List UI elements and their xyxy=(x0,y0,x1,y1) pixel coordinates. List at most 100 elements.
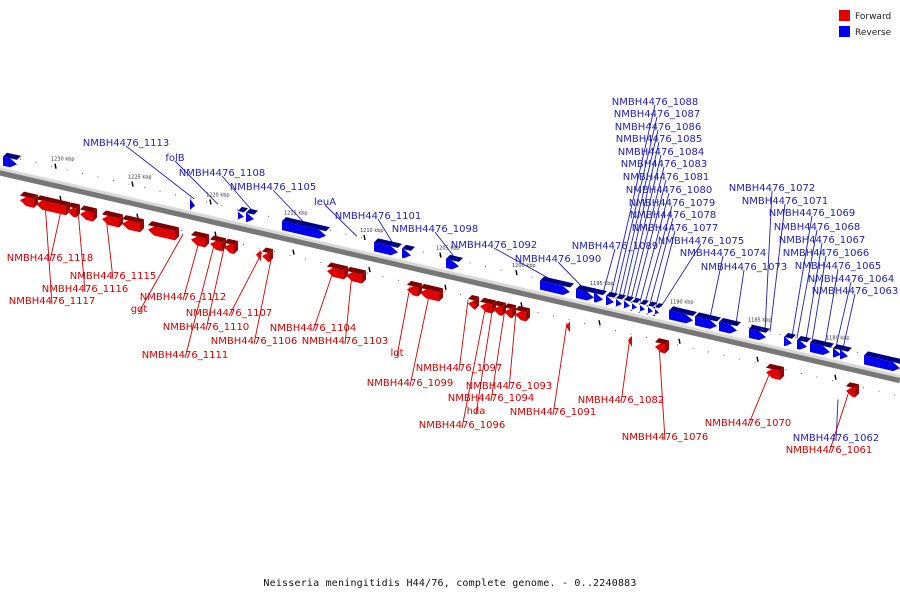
reverse-gene-label[interactable]: NMBH4476_1069 xyxy=(769,208,855,219)
reverse-gene-feature[interactable] xyxy=(606,291,618,306)
forward-gene-feature[interactable] xyxy=(480,297,496,314)
forward-gene-feature[interactable] xyxy=(67,202,80,218)
reverse-gene-label[interactable]: NMBH4476_1065 xyxy=(795,261,881,272)
reverse-gene-label[interactable]: NMBH4476_1077 xyxy=(632,223,718,234)
reverse-gene-label[interactable]: NMBH4476_1087 xyxy=(614,109,700,120)
forward-gene-label[interactable]: NMBH4476_1096 xyxy=(419,420,505,431)
reverse-gene-feature[interactable] xyxy=(446,254,463,270)
forward-gene-feature[interactable] xyxy=(493,300,506,316)
forward-gene-label[interactable]: NMBH4476_1082 xyxy=(578,395,664,406)
reverse-gene-feature[interactable] xyxy=(638,299,649,313)
forward-gene-label[interactable]: NMBH4476_1070 xyxy=(705,418,791,429)
forward-gene-label[interactable]: NMBH4476_1116 xyxy=(42,284,128,295)
reverse-gene-label[interactable]: NMBH4476_1092 xyxy=(451,240,537,251)
forward-gene-feature[interactable] xyxy=(80,205,97,222)
reverse-gene-label[interactable]: NMBH4476_1071 xyxy=(742,196,828,207)
reverse-gene-label[interactable]: leuA xyxy=(314,197,336,208)
forward-gene-feature[interactable] xyxy=(102,210,123,228)
forward-gene-feature[interactable] xyxy=(628,335,632,347)
forward-gene-label[interactable]: NMBH4476_1061 xyxy=(786,445,872,456)
forward-gene-feature[interactable] xyxy=(566,321,570,333)
reverse-gene-label[interactable]: NMBH4476_1089 xyxy=(572,241,658,252)
reverse-gene-feature[interactable] xyxy=(840,345,852,360)
forward-gene-feature[interactable] xyxy=(122,215,144,233)
reverse-gene-feature[interactable] xyxy=(540,276,574,295)
reverse-gene-label[interactable]: NMBH4476_1075 xyxy=(658,236,744,247)
reverse-gene-label[interactable]: NMBH4476_1064 xyxy=(808,274,894,285)
reverse-gene-feature[interactable] xyxy=(3,152,21,168)
reverse-gene-label[interactable]: NMBH4476_1063 xyxy=(812,286,898,297)
reverse-gene-feature[interactable] xyxy=(402,244,415,259)
reverse-gene-feature[interactable] xyxy=(695,312,721,329)
forward-gene-feature[interactable] xyxy=(210,235,226,252)
reverse-gene-feature[interactable] xyxy=(615,294,626,308)
reverse-gene-label[interactable]: folB xyxy=(165,153,184,164)
forward-gene-label[interactable]: NMBH4476_1093 xyxy=(466,381,552,392)
forward-gene-label[interactable]: NMBH4476_1115 xyxy=(70,271,156,282)
forward-gene-feature[interactable] xyxy=(224,238,238,255)
forward-gene-feature[interactable] xyxy=(327,262,348,280)
forward-gene-label[interactable]: NMBH4476_1094 xyxy=(448,393,534,404)
forward-gene-label[interactable]: NMBH4476_1091 xyxy=(510,407,596,418)
reverse-gene-label[interactable]: NMBH4476_1081 xyxy=(623,172,709,183)
reverse-gene-feature[interactable] xyxy=(797,335,811,350)
forward-gene-label[interactable]: NMBH4476_1106 xyxy=(211,336,297,347)
forward-gene-feature[interactable] xyxy=(148,221,179,241)
reverse-gene-label[interactable]: NMBH4476_1113 xyxy=(83,138,169,149)
reverse-gene-label[interactable]: NMBH4476_1090 xyxy=(515,254,601,265)
forward-gene-feature[interactable] xyxy=(346,266,366,284)
reverse-gene-feature[interactable] xyxy=(652,303,663,317)
forward-gene-label[interactable]: NMBH4476_1107 xyxy=(186,308,272,319)
reverse-gene-label[interactable]: NMBH4476_1084 xyxy=(618,147,704,158)
reverse-gene-label[interactable]: NMBH4476_1105 xyxy=(230,182,316,193)
reverse-gene-feature[interactable] xyxy=(669,306,697,324)
reverse-gene-label[interactable]: NMBH4476_1085 xyxy=(616,134,702,145)
reverse-gene-label[interactable]: NMBH4476_1062 xyxy=(793,433,879,444)
forward-gene-feature[interactable] xyxy=(420,283,443,302)
reverse-gene-feature[interactable] xyxy=(749,324,770,341)
reverse-gene-label[interactable]: NMBH4476_1074 xyxy=(680,248,766,259)
reverse-gene-feature[interactable] xyxy=(646,301,657,315)
reverse-gene-label[interactable]: NMBH4476_1079 xyxy=(629,198,715,209)
reverse-gene-feature[interactable] xyxy=(576,284,598,301)
forward-gene-feature[interactable] xyxy=(191,231,209,248)
reverse-gene-label[interactable]: NMBH4476_1078 xyxy=(630,210,716,221)
forward-gene-label[interactable]: NMBH4476_1110 xyxy=(163,322,249,333)
forward-gene-label[interactable]: NMBH4476_1112 xyxy=(140,292,226,303)
forward-gene-feature[interactable] xyxy=(846,382,859,398)
reverse-gene-label[interactable]: NMBH4476_1073 xyxy=(701,262,787,273)
forward-gene-feature[interactable] xyxy=(36,195,70,216)
reverse-gene-feature[interactable] xyxy=(374,238,402,256)
reverse-gene-feature[interactable] xyxy=(282,217,330,239)
forward-gene-feature[interactable] xyxy=(262,247,273,263)
forward-gene-feature[interactable] xyxy=(515,305,530,322)
reverse-gene-feature[interactable] xyxy=(719,317,741,334)
forward-gene-label[interactable]: NMBH4476_1104 xyxy=(270,323,356,334)
forward-gene-label[interactable]: NMBH4476_1097 xyxy=(416,363,502,374)
reverse-gene-feature[interactable] xyxy=(594,289,607,303)
reverse-gene-label[interactable]: NMBH4476_1072 xyxy=(729,183,815,194)
reverse-gene-feature[interactable] xyxy=(784,332,796,347)
forward-gene-feature[interactable] xyxy=(468,295,479,310)
reverse-gene-label[interactable]: NMBH4476_1066 xyxy=(783,248,869,259)
reverse-gene-feature[interactable] xyxy=(237,206,248,220)
reverse-gene-feature[interactable] xyxy=(190,198,195,210)
reverse-gene-label[interactable]: NMBH4476_1083 xyxy=(621,159,707,170)
forward-gene-label[interactable]: NMBH4476_1076 xyxy=(622,432,708,443)
forward-gene-label[interactable]: NMBH4476_1103 xyxy=(302,336,388,347)
reverse-gene-label[interactable]: NMBH4476_1080 xyxy=(626,185,712,196)
forward-gene-label[interactable]: NMBH4476_1099 xyxy=(367,378,453,389)
forward-gene-label[interactable]: NMBH4476_1118 xyxy=(7,253,93,264)
forward-gene-feature[interactable] xyxy=(655,338,669,354)
forward-gene-label[interactable]: hda xyxy=(467,406,486,417)
reverse-gene-feature[interactable] xyxy=(246,208,258,223)
forward-gene-feature[interactable] xyxy=(766,363,784,381)
reverse-gene-label[interactable]: NMBH4476_1086 xyxy=(615,122,701,133)
forward-gene-label[interactable]: NMBH4476_1117 xyxy=(9,296,95,307)
forward-gene-feature[interactable] xyxy=(407,280,422,297)
forward-gene-label[interactable]: lgt xyxy=(390,348,403,359)
reverse-gene-feature[interactable] xyxy=(864,351,900,372)
reverse-gene-feature[interactable] xyxy=(630,297,641,311)
reverse-gene-label[interactable]: NMBH4476_1088 xyxy=(612,97,698,108)
forward-gene-feature[interactable] xyxy=(504,303,516,319)
